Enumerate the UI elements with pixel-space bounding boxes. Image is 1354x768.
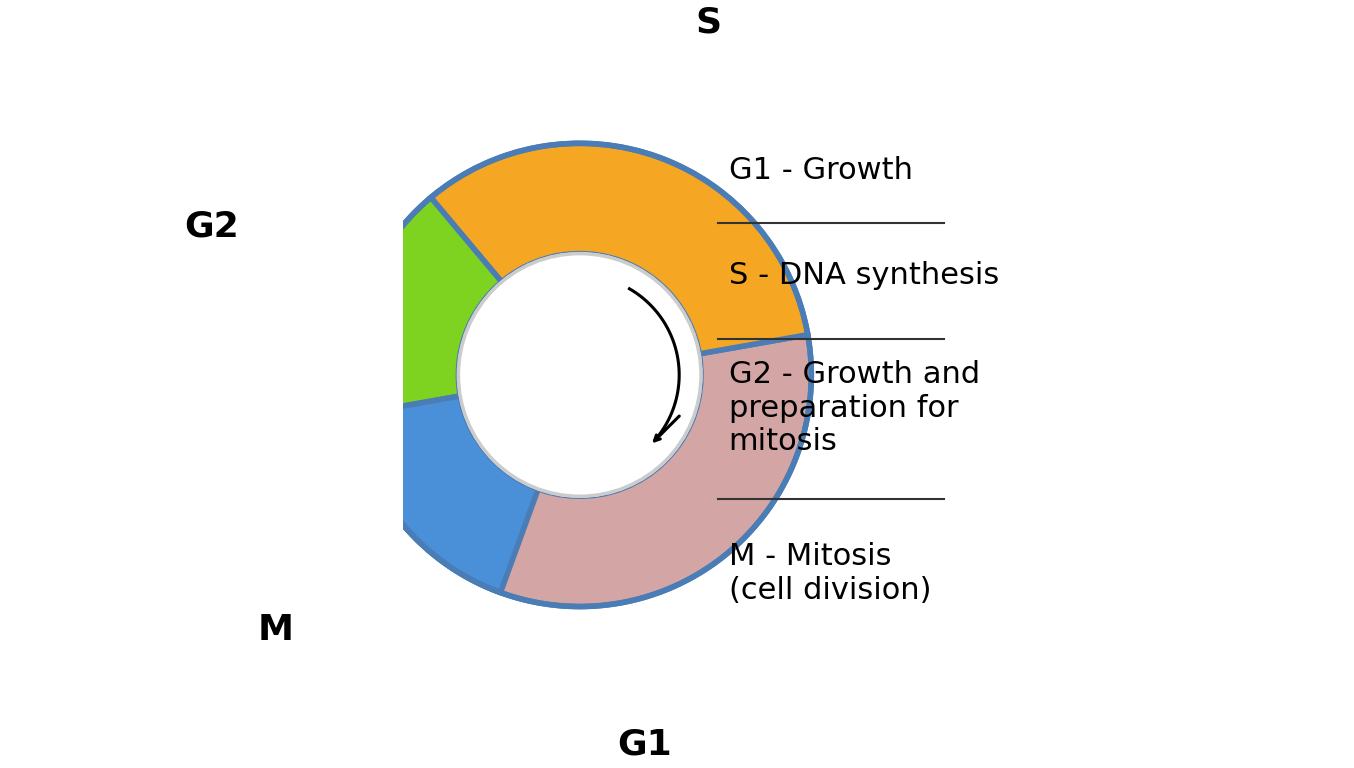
Text: G2: G2	[184, 209, 238, 243]
Text: G1: G1	[617, 727, 672, 761]
Text: G1 - Growth: G1 - Growth	[728, 157, 913, 185]
Wedge shape	[348, 197, 502, 415]
Circle shape	[459, 253, 701, 496]
Wedge shape	[352, 396, 538, 593]
Text: S: S	[695, 5, 722, 39]
Wedge shape	[352, 335, 811, 607]
Text: M: M	[257, 613, 294, 647]
Text: G2 - Growth and
preparation for
mitosis: G2 - Growth and preparation for mitosis	[728, 360, 980, 456]
Text: S - DNA synthesis: S - DNA synthesis	[728, 261, 999, 290]
Text: M - Mitosis
(cell division): M - Mitosis (cell division)	[728, 542, 932, 604]
Wedge shape	[431, 144, 808, 354]
